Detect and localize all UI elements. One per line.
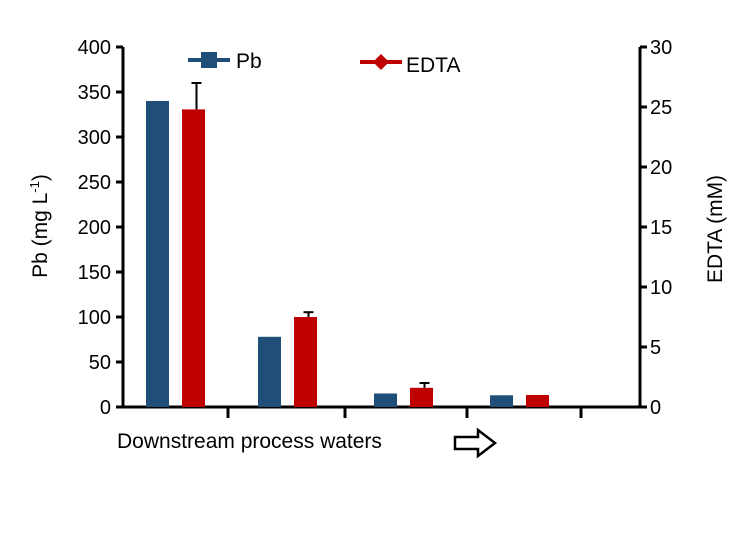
- y-tick-label-6: 300: [78, 127, 111, 149]
- y-tick-label-3: 150: [78, 262, 111, 284]
- bar-pb-2: [374, 393, 397, 407]
- bar-edta-0: [182, 109, 205, 408]
- right-arrow-icon: [453, 427, 498, 459]
- bar-edta-2: [410, 387, 433, 407]
- bar-edta-1: [294, 317, 317, 407]
- legend-label-edta: EDTA: [406, 54, 460, 77]
- y-tick-label-5: 250: [78, 172, 111, 194]
- y-tick-label-8: 400: [78, 37, 111, 59]
- y2-tick-label-3: 15: [650, 217, 672, 239]
- y-tick-label-2: 100: [78, 307, 111, 329]
- legend: Pb EDTA: [188, 50, 460, 77]
- legend-label-pb: Pb: [236, 50, 262, 73]
- legend-item-edta: EDTA: [360, 54, 460, 77]
- y-axis-title-superscript: -1: [27, 181, 42, 193]
- y-axis-title-end: ): [29, 174, 52, 181]
- legend-item-pb: Pb: [188, 50, 262, 73]
- x-axis-title: Downstream process waters: [117, 427, 498, 459]
- y2-axis-title: EDTA (mM): [704, 175, 727, 283]
- y-tick-label-1: 50: [89, 352, 111, 374]
- y-tick-label-7: 350: [78, 82, 111, 104]
- y2-tick-label-0: 0: [650, 397, 661, 419]
- bar-edta-3: [526, 395, 549, 407]
- y2-tick-label-1: 5: [650, 337, 661, 359]
- y2-tick-label-2: 10: [650, 277, 672, 299]
- x-axis-title-text: Downstream process waters: [117, 430, 382, 453]
- legend-marker-edta: [373, 54, 389, 70]
- bar-pb-0: [146, 101, 169, 407]
- plot-area: 0 50 100 150 200 250 300 350 400 0 5 10 15 20 25 30: [78, 37, 673, 419]
- y-tick-label-0: 0: [100, 397, 111, 419]
- bar-pb-1: [258, 336, 281, 407]
- y2-tick-label-4: 20: [650, 157, 672, 179]
- y2-tick-label-6: 30: [650, 37, 672, 59]
- y-axis-title: Pb (mg L-1): [27, 174, 52, 278]
- y2-tick-label-5: 25: [650, 97, 672, 119]
- y-tick-label-4: 200: [78, 217, 111, 239]
- y-axis-title-main: Pb (mg L: [29, 193, 52, 278]
- bar-pb-3: [490, 395, 513, 407]
- legend-marker-pb: [201, 52, 217, 68]
